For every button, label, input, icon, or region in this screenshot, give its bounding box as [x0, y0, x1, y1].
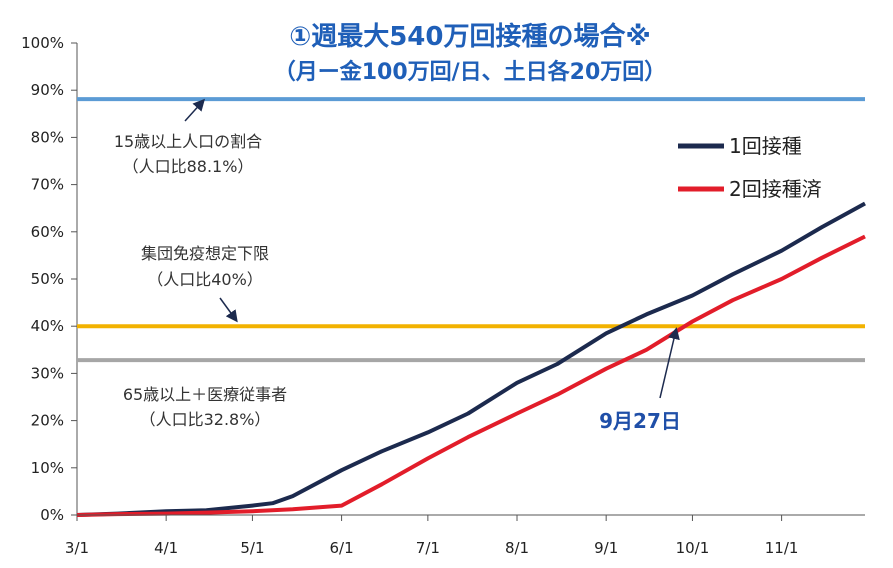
chart-subtitle: （月ー金100万回/日、土日各20万回）	[274, 59, 667, 85]
x-tick-label: 5/1	[240, 539, 264, 557]
callout-date: 9月27日	[599, 409, 681, 433]
ref-arrow-88	[184, 98, 206, 122]
x-tick-label: 8/1	[505, 539, 529, 557]
y-tick-label: 60%	[31, 223, 64, 241]
y-axis-ticks: 0% 10% 20% 30% 40% 50% 60% 70% 80% 90% 100%	[21, 34, 78, 524]
y-tick-label: 30%	[31, 364, 64, 382]
legend: 1回接種 2回接種済	[678, 134, 822, 201]
y-tick-label: 0%	[40, 506, 64, 524]
ref-label-40-line1: 集団免疫想定下限	[141, 244, 269, 263]
ref-label-328-line1: 65歳以上＋医療従事者	[123, 385, 287, 404]
y-tick-label: 20%	[31, 412, 64, 430]
ref-label-328-line2: （人口比32.8%）	[140, 410, 271, 429]
chart-title: ①週最大540万回接種の場合※	[289, 21, 651, 52]
x-tick-label: 7/1	[416, 539, 440, 557]
legend-label-2: 2回接種済	[729, 177, 822, 201]
y-tick-label: 100%	[21, 34, 64, 52]
legend-label-1: 1回接種	[729, 134, 802, 158]
ref-label-88-line1: 15歳以上人口の割合	[114, 132, 262, 151]
x-axis-ticks: 3/1 4/1 5/1 6/1 7/1 8/1 9/1 10/1 11/1	[65, 515, 799, 557]
reference-lines	[77, 97, 865, 363]
y-tick-label: 90%	[31, 81, 64, 99]
ref-label-40-line2: （人口比40%）	[147, 270, 263, 289]
callout-arrow	[659, 327, 680, 399]
y-tick-label: 70%	[31, 176, 64, 194]
x-tick-label: 11/1	[765, 539, 799, 557]
series-line-2	[76, 234, 866, 517]
y-tick-label: 40%	[31, 317, 64, 335]
series-lines	[76, 201, 866, 517]
ref-arrow-40	[219, 297, 238, 323]
x-tick-label: 3/1	[65, 539, 89, 557]
y-tick-label: 10%	[31, 459, 64, 477]
series-line-1	[76, 201, 866, 517]
x-tick-label: 6/1	[330, 539, 354, 557]
y-tick-label: 80%	[31, 128, 64, 146]
x-tick-label: 4/1	[154, 539, 178, 557]
y-tick-label: 50%	[31, 270, 64, 288]
x-tick-label: 10/1	[676, 539, 710, 557]
x-tick-label: 9/1	[594, 539, 618, 557]
ref-label-88-line2: （人口比88.1%）	[123, 157, 254, 176]
